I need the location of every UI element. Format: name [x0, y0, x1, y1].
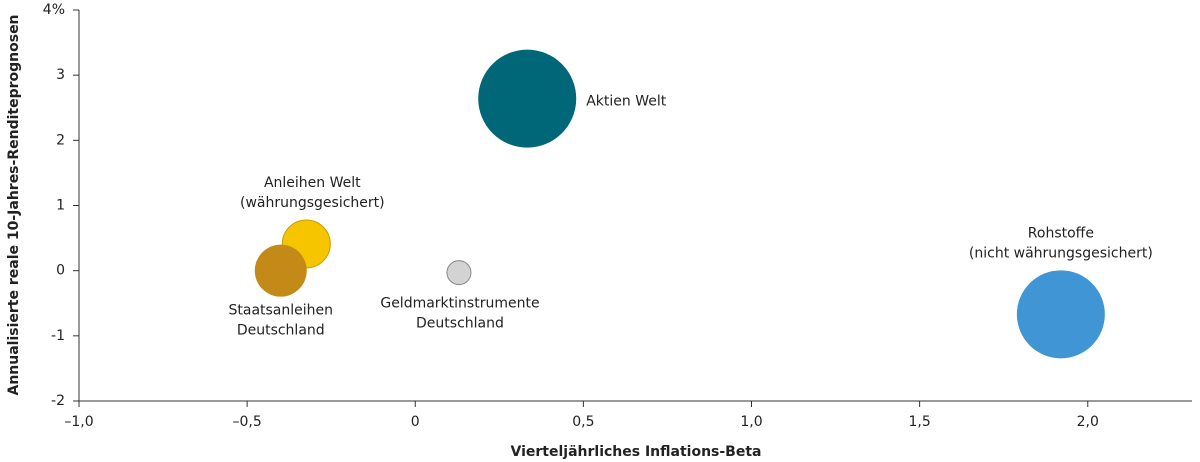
point-label: Rohstoffe [1028, 225, 1094, 241]
y-tick-label: 4% [43, 2, 65, 18]
x-tick-label: 0,5 [572, 414, 594, 430]
x-axis-title: Vierteljährliches Inflations-Beta [511, 444, 762, 460]
y-tick-label: 1 [56, 198, 65, 214]
x-tick-label: –1,0 [64, 414, 93, 430]
point-label: Deutschland [416, 316, 504, 332]
y-tick-label: -1 [51, 328, 65, 344]
point-label: Staatsanleihen [228, 303, 333, 319]
point-label: Deutschland [237, 323, 325, 339]
x-tick-label: 1,0 [740, 414, 762, 430]
point-label: Anleihen Welt [264, 175, 361, 191]
y-axis-title: Annualisierte reale 10-Jahres-Renditepro… [6, 14, 22, 395]
x-tick-label: –0,5 [232, 414, 261, 430]
bubble [446, 260, 472, 286]
y-tick-label: 3 [56, 67, 65, 83]
y-tick-label: 0 [56, 263, 65, 279]
bubble [1016, 270, 1105, 359]
point-label: (nicht währungsgesichert) [969, 245, 1153, 261]
x-tick-label: 2,0 [1077, 414, 1099, 430]
x-tick-label: 1,5 [909, 414, 931, 430]
point-label: Aktien Welt [586, 94, 667, 110]
y-tick-label: 2 [56, 132, 65, 148]
y-tick-label: -2 [51, 393, 65, 409]
point-label: Geldmarktinstrumente [380, 296, 539, 312]
x-tick-label: 0 [411, 414, 420, 430]
point-label: (währungsgesichert) [240, 195, 385, 211]
bubble [478, 49, 577, 148]
bubble [254, 244, 307, 297]
